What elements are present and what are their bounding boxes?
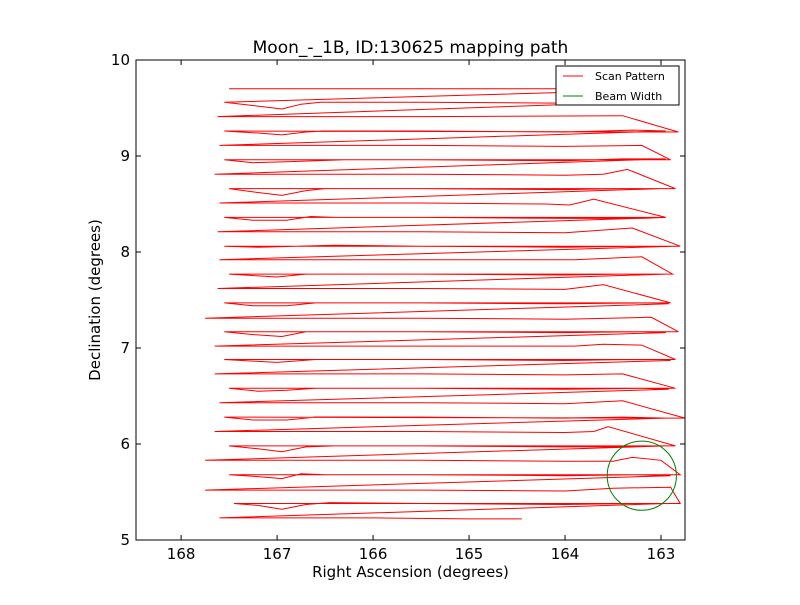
x-axis-label: Right Ascension (degrees) [312,563,509,581]
x-tick-label: 165 [455,545,484,563]
y-axis-label: Declination (degrees) [86,219,104,381]
y-tick-label: 8 [120,243,130,261]
x-tick-label: 164 [551,545,580,563]
legend-label-scan-pattern: Scan Pattern [595,70,665,83]
x-tick-label: 163 [647,545,676,563]
x-tick-label: 168 [167,545,196,563]
y-tick-label: 7 [120,339,130,357]
y-axis-ticks: 5 6 7 8 9 10 [111,51,685,549]
y-tick-label: 6 [120,435,130,453]
plot-frame [135,59,686,541]
plot-area [205,88,686,520]
legend-frame [555,65,680,106]
x-axis-ticks: 168 167 166 165 164 163 [167,60,676,563]
x-tick-label: 166 [359,545,388,563]
chart-title: Moon_-_1B, ID:130625 mapping path [253,38,569,58]
y-tick-label: 10 [111,51,130,69]
x-tick-label: 167 [263,545,292,563]
legend: Scan Pattern Beam Width [555,65,680,106]
beam-width-circle [606,440,677,511]
legend-label-beam-width: Beam Width [595,90,662,103]
series-line-scan-pattern [205,88,686,520]
y-tick-label: 9 [120,147,130,165]
y-tick-label: 5 [120,531,130,549]
